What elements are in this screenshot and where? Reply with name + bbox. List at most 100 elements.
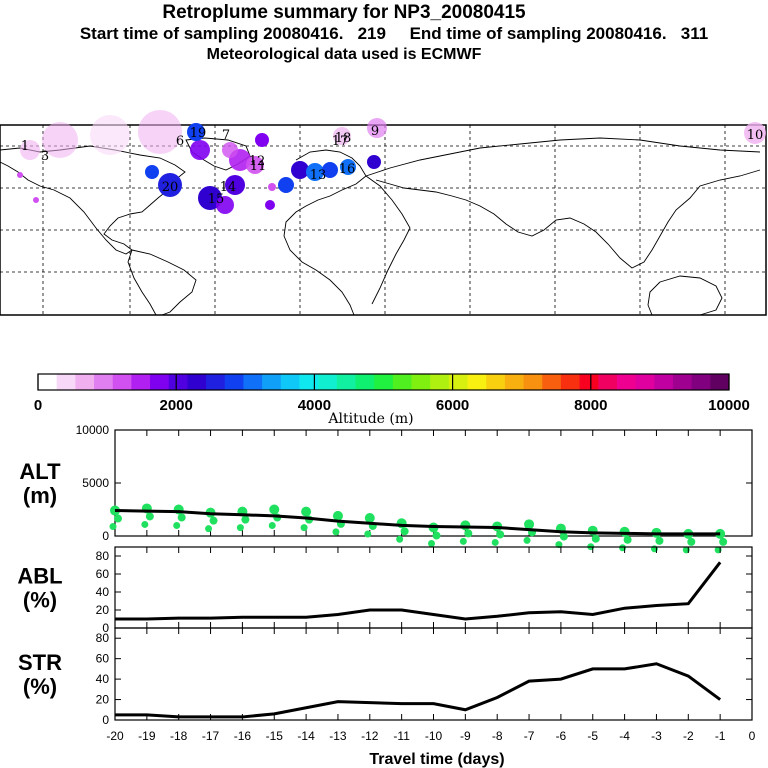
colorbar-swatch bbox=[56, 374, 76, 390]
x-axis-label: Travel time (days) bbox=[369, 751, 504, 768]
data-point bbox=[464, 529, 473, 538]
y-tick-label: 0 bbox=[102, 713, 109, 727]
plume-label: 3 bbox=[41, 149, 49, 164]
colorbar-swatch bbox=[710, 374, 730, 390]
x-tick-label: -6 bbox=[556, 729, 567, 743]
colorbar-swatch bbox=[224, 374, 244, 390]
met-data-note: Meteorological data used is ECMWF bbox=[206, 46, 482, 63]
colorbar-tick-label: 4000 bbox=[298, 397, 331, 414]
data-point bbox=[591, 534, 600, 543]
data-point bbox=[432, 531, 441, 540]
x-tick-label: -15 bbox=[266, 729, 284, 743]
colorbar-swatch bbox=[486, 374, 506, 390]
plume-label: 19 bbox=[190, 126, 207, 141]
plume-marker bbox=[222, 142, 238, 158]
x-tick-label: -16 bbox=[234, 729, 252, 743]
x-tick-label: -14 bbox=[297, 729, 315, 743]
colorbar-swatch bbox=[374, 374, 394, 390]
x-tick-label: -8 bbox=[492, 729, 503, 743]
data-point bbox=[332, 528, 340, 536]
data-point bbox=[523, 536, 531, 544]
data-point bbox=[300, 524, 308, 532]
y-tick-label: 40 bbox=[96, 672, 110, 686]
colorbar-swatch bbox=[131, 374, 151, 390]
data-point bbox=[236, 524, 244, 532]
data-point bbox=[655, 536, 664, 545]
plume-label: 6 bbox=[176, 134, 184, 149]
colorbar-swatch bbox=[542, 374, 562, 390]
data-point bbox=[173, 522, 181, 529]
data-point bbox=[301, 506, 312, 517]
plume-label: 20 bbox=[162, 180, 179, 195]
plume-marker bbox=[278, 177, 294, 193]
panel-alt: 0 5000 10000 ALT(m) bbox=[19, 423, 753, 554]
altitude-colorbar: 0 2000 4000 6000 8000 10000 bbox=[34, 373, 750, 414]
plume-marker bbox=[340, 159, 356, 175]
colorbar-label: Altitude (m) bbox=[327, 411, 413, 427]
plume-label: 12 bbox=[249, 154, 266, 169]
colorbar-swatch bbox=[672, 374, 693, 390]
plume-marker bbox=[291, 161, 309, 179]
plume-marker bbox=[90, 115, 130, 155]
plume-label: 11 bbox=[250, 159, 267, 174]
colorbar-swatch bbox=[150, 374, 170, 390]
y-tick-label: 60 bbox=[96, 652, 110, 666]
colorbar-swatch bbox=[75, 374, 95, 390]
colorbar-swatch bbox=[411, 374, 431, 390]
colorbar-swatch bbox=[579, 374, 599, 390]
data-point bbox=[269, 504, 280, 515]
colorbar-swatch bbox=[691, 374, 711, 390]
plume-marker bbox=[255, 133, 269, 147]
plume-label: 18 bbox=[335, 131, 352, 146]
x-tick-label: -9 bbox=[460, 729, 471, 743]
data-point bbox=[491, 538, 499, 546]
plume-marker bbox=[333, 127, 351, 145]
plume-label: 1 bbox=[21, 139, 29, 154]
y-tick-label: 0 bbox=[102, 621, 109, 635]
data-point bbox=[428, 540, 435, 548]
plume-marker bbox=[138, 110, 182, 154]
y-tick-label: 5000 bbox=[82, 476, 109, 490]
data-point bbox=[460, 520, 471, 531]
y-tick-label: 10000 bbox=[76, 423, 110, 437]
data-point bbox=[364, 512, 375, 523]
y-tick-label: 20 bbox=[96, 603, 110, 617]
colorbar-tick-label: 10000 bbox=[708, 397, 750, 414]
data-point bbox=[177, 513, 186, 522]
y-axis-label: (%) bbox=[23, 674, 57, 699]
colorbar-swatch bbox=[94, 374, 114, 390]
series-line bbox=[114, 509, 721, 536]
plume-marker bbox=[20, 140, 40, 160]
data-point bbox=[496, 530, 505, 539]
sampling-times: Start time of sampling 20080416. 219 End… bbox=[79, 24, 709, 43]
plume-marker bbox=[158, 173, 182, 197]
y-tick-label: 40 bbox=[96, 585, 110, 599]
colorbar-swatch bbox=[280, 374, 300, 390]
y-axis-label: ALT bbox=[19, 459, 61, 484]
y-tick-label: 80 bbox=[96, 631, 110, 645]
x-tick-label: -17 bbox=[202, 729, 220, 743]
colorbar-swatch bbox=[299, 374, 319, 390]
y-axis-label: STR bbox=[18, 650, 62, 675]
x-tick-label: 0 bbox=[749, 729, 756, 743]
colorbar-swatch bbox=[206, 374, 226, 390]
data-point bbox=[687, 537, 696, 546]
colorbar-swatch bbox=[616, 374, 637, 390]
x-tick-label: -1 bbox=[715, 729, 726, 743]
data-point bbox=[141, 520, 149, 528]
plume-marker bbox=[42, 122, 78, 158]
plume-marker bbox=[190, 140, 210, 160]
y-tick-label: 80 bbox=[96, 549, 110, 563]
x-tick-label: -2 bbox=[683, 729, 694, 743]
map-gridlines bbox=[0, 125, 766, 315]
colorbar-swatch bbox=[448, 374, 469, 390]
colorbar-swatch bbox=[598, 374, 618, 390]
y-axis-label: (%) bbox=[23, 588, 57, 613]
panel-frame bbox=[114, 627, 753, 721]
colorbar-swatch bbox=[168, 374, 188, 390]
colorbar-swatch bbox=[392, 374, 413, 390]
y-tick-label: 0 bbox=[102, 529, 109, 543]
data-point bbox=[145, 512, 154, 521]
